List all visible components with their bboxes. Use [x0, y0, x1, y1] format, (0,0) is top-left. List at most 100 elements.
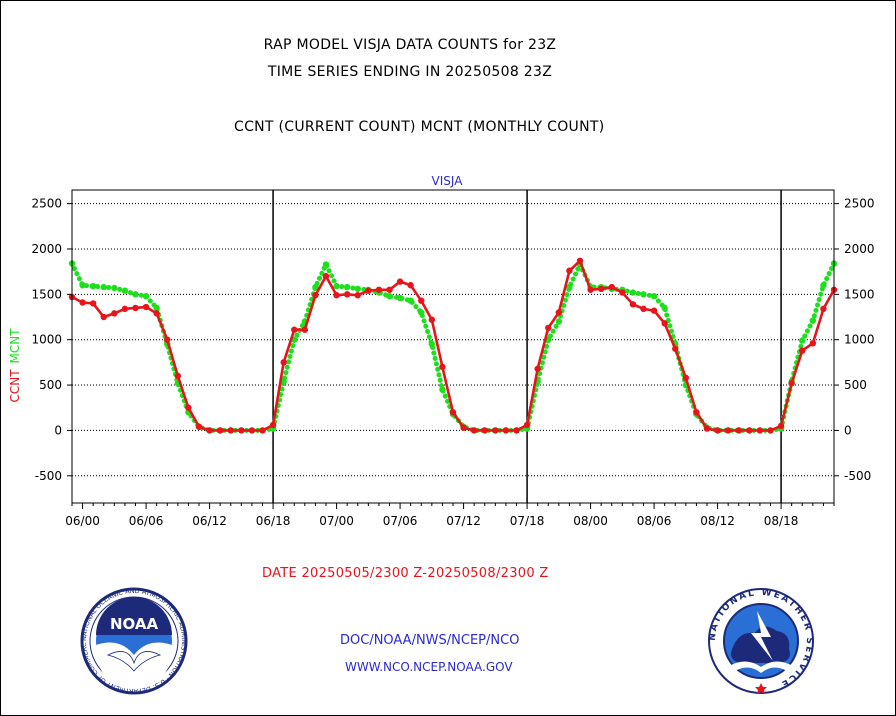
- data-point-ccnt: [301, 326, 309, 333]
- data-point-ccnt: [343, 291, 351, 298]
- data-point-ccnt: [756, 427, 764, 434]
- data-point-ccnt: [767, 427, 774, 434]
- data-point-ccnt: [523, 421, 531, 429]
- data-point-ccnt: [724, 427, 732, 434]
- y-tick-label-left: 2500: [31, 197, 62, 211]
- data-point-mcnt: [142, 292, 150, 300]
- data-point-ccnt: [238, 427, 245, 434]
- y-tick-label-left: 2000: [31, 242, 62, 256]
- y-axis-label-ccnt: CCNT: [8, 369, 22, 403]
- x-tick-label: 06/00: [65, 514, 100, 528]
- data-point-mcnt: [333, 282, 340, 290]
- data-point-ccnt: [365, 287, 372, 294]
- data-point-mcnt: [312, 283, 319, 291]
- y-tick-label-right: 1500: [844, 287, 875, 301]
- y-axis-label: CCNT MCNT: [8, 328, 22, 403]
- data-point-ccnt: [396, 278, 404, 285]
- x-tick-label: 08/00: [573, 514, 608, 528]
- data-point-mcnt: [132, 291, 139, 298]
- series-description: CCNT (CURRENT COUNT) MCNT (MONTHLY COUNT…: [234, 119, 605, 135]
- data-point-ccnt: [407, 282, 414, 289]
- data-point-mcnt: [322, 261, 330, 268]
- data-point-mcnt: [111, 284, 118, 292]
- data-point-mcnt: [418, 309, 425, 316]
- data-point-ccnt: [164, 336, 171, 343]
- data-point-mcnt: [629, 289, 637, 296]
- data-point-ccnt: [597, 285, 605, 293]
- x-tick-label: 07/06: [383, 514, 418, 528]
- page-subtitle: TIME SERIES ENDING IN 20250508 23Z: [267, 64, 553, 80]
- data-point-ccnt: [386, 286, 393, 293]
- data-point-ccnt: [513, 427, 520, 434]
- data-point-ccnt: [703, 425, 711, 432]
- data-point-mcnt: [809, 317, 817, 324]
- data-point-ccnt: [269, 421, 277, 429]
- data-point-ccnt: [354, 292, 361, 299]
- data-point-ccnt: [650, 307, 658, 314]
- y-tick-label-right: 2000: [844, 242, 875, 256]
- y-tick-label-right: -500: [844, 469, 871, 483]
- data-point-ccnt: [312, 292, 319, 299]
- data-point-ccnt: [576, 257, 584, 264]
- data-point-ccnt: [195, 423, 203, 430]
- y-axis-label-mcnt: MCNT: [8, 328, 22, 364]
- noaa-logo-text: NOAA: [110, 615, 159, 633]
- data-point-mcnt: [121, 287, 129, 294]
- y-tick-label-left: 1500: [31, 287, 62, 301]
- org-label: DOC/NOAA/NWS/NCEP/NCO: [340, 633, 520, 648]
- data-point-mcnt: [650, 292, 658, 300]
- chart-series: [68, 257, 838, 434]
- data-point-ccnt: [566, 267, 573, 274]
- data-point-ccnt: [111, 310, 118, 317]
- data-point-ccnt: [375, 286, 383, 293]
- data-point-mcnt: [386, 292, 393, 300]
- data-point-ccnt: [142, 303, 150, 311]
- data-point-ccnt: [502, 427, 510, 434]
- data-point-mcnt: [820, 282, 827, 289]
- data-point-mcnt: [566, 283, 573, 291]
- y-tick-label-left: 1000: [31, 333, 62, 347]
- data-point-ccnt: [333, 292, 340, 299]
- data-point-ccnt: [460, 424, 467, 431]
- x-tick-label: 06/06: [129, 514, 164, 528]
- data-point-ccnt: [640, 305, 647, 313]
- series-line-ccnt: [71, 259, 836, 432]
- chart-title: VISJA: [432, 174, 464, 188]
- data-point-ccnt: [418, 297, 425, 304]
- data-point-mcnt: [153, 304, 160, 312]
- data-point-ccnt: [481, 427, 488, 434]
- x-tick-label: 07/12: [446, 514, 481, 528]
- data-point-ccnt: [449, 409, 457, 416]
- data-point-ccnt: [132, 304, 139, 312]
- x-tick-label: 07/00: [319, 514, 354, 528]
- data-point-mcnt: [439, 386, 446, 393]
- data-point-ccnt: [248, 427, 256, 434]
- noaa-logo: NOAA NATIONAL OCEANIC AND ATMOSPHERIC AD…: [80, 587, 188, 695]
- y-tick-label-right: 1000: [844, 333, 875, 347]
- y-tick-label-right: 0: [844, 423, 852, 437]
- data-point-mcnt: [354, 285, 361, 293]
- data-point-mcnt: [280, 378, 287, 385]
- data-point-mcnt: [79, 282, 86, 289]
- data-point-ccnt: [714, 427, 721, 434]
- data-point-ccnt: [682, 374, 690, 381]
- x-tick-label: 06/12: [192, 514, 227, 528]
- data-point-mcnt: [640, 291, 647, 298]
- data-point-ccnt: [777, 422, 785, 430]
- data-point-mcnt: [89, 282, 97, 290]
- y-tick-label-left: -500: [35, 469, 62, 483]
- data-point-ccnt: [291, 326, 298, 333]
- y-tick-label-right: 500: [844, 378, 867, 392]
- x-tick-label: 06/18: [256, 514, 291, 528]
- website-label: WWW.NCO.NCEP.NOAA.GOV: [345, 660, 513, 674]
- data-point-mcnt: [555, 318, 563, 325]
- x-tick-label: 07/18: [510, 514, 545, 528]
- data-point-ccnt: [470, 427, 478, 434]
- y-tick-label-right: 2500: [844, 197, 875, 211]
- data-point-ccnt: [809, 340, 817, 347]
- data-point-ccnt: [121, 305, 129, 313]
- data-point-ccnt: [820, 305, 827, 313]
- data-point-mcnt: [799, 337, 806, 344]
- data-point-ccnt: [100, 313, 107, 321]
